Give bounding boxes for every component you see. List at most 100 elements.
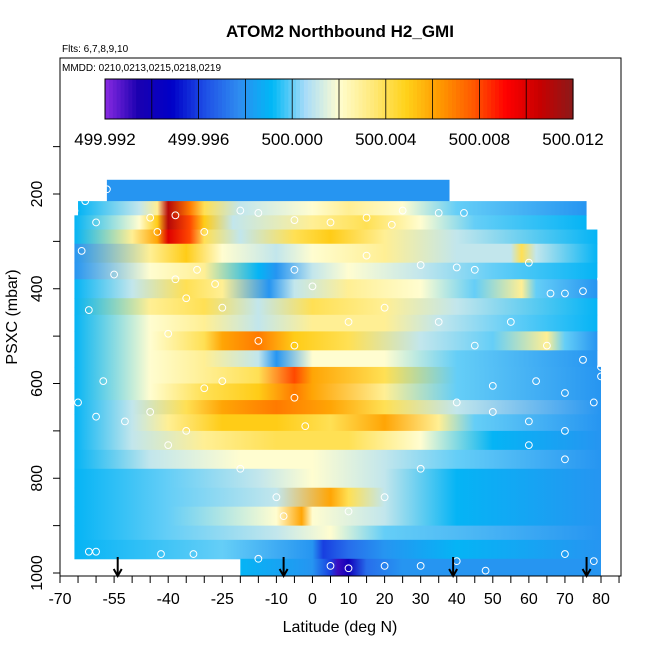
sample-point: [362, 213, 371, 222]
colorbar-swatch: [393, 79, 399, 119]
sample-point: [380, 561, 389, 570]
colorbar-tick-label: 500.008: [449, 130, 510, 149]
heatmap-band: [74, 468, 602, 489]
colorbar-swatch: [448, 79, 453, 119]
sample-point: [92, 412, 100, 421]
sample-point: [524, 258, 533, 267]
sample-point: [279, 512, 288, 521]
colorbar-swatch: [483, 79, 488, 119]
colorbar-swatch: [545, 79, 551, 119]
colorbar-swatch: [268, 79, 274, 119]
sample-point: [236, 206, 245, 215]
heatmap-band: [74, 279, 598, 299]
colorbar-swatch: [397, 79, 402, 119]
heatmap-band: [74, 350, 598, 368]
x-tick-label: 0: [308, 591, 317, 608]
sample-point: [597, 363, 605, 371]
colorbar-swatch: [549, 79, 555, 119]
heatmap-band: [74, 414, 602, 432]
heatmap-band: [74, 506, 602, 527]
sample-point: [597, 275, 605, 284]
colorbar-swatch: [112, 79, 118, 119]
colorbar-swatch: [108, 79, 114, 119]
sample-point: [77, 246, 86, 255]
sample-point: [326, 561, 335, 570]
sample-point: [74, 398, 82, 407]
colorbar-swatch: [366, 79, 371, 119]
sample-point: [254, 209, 263, 217]
colorbar-swatch: [186, 79, 192, 119]
sample-point: [218, 303, 227, 312]
colorbar-swatch: [381, 79, 387, 119]
colorbar-swatch: [401, 79, 406, 119]
sample-point: [146, 408, 155, 416]
colorbar-swatch: [362, 79, 367, 119]
sample-point: [524, 417, 533, 426]
sample-point: [452, 263, 461, 272]
sample-point: [236, 464, 245, 473]
sample-point: [416, 561, 425, 570]
colorbar-swatch: [553, 79, 558, 119]
colorbar-swatch: [428, 79, 434, 119]
y-axis-label: PSXC (mbar): [4, 269, 21, 364]
colorbar-tick-label: 499.992: [74, 130, 135, 149]
colorbar-swatch: [463, 79, 469, 119]
y-tick-label: 200: [29, 181, 46, 208]
heatmap-band: [74, 262, 598, 280]
heatmap-band: [74, 331, 598, 351]
x-tick-label: -70: [48, 591, 71, 608]
colorbar-swatch: [417, 79, 422, 119]
sample-point: [561, 289, 569, 298]
colorbar-swatch: [214, 79, 219, 119]
colorbar-swatch: [522, 79, 527, 119]
x-tick-label: 30: [412, 591, 430, 608]
sample-point: [157, 550, 165, 558]
heatmap-band: [74, 449, 602, 470]
sample-point: [470, 265, 479, 274]
colorbar-swatch: [245, 79, 250, 119]
colorbar-swatch: [261, 79, 266, 119]
sample-point: [398, 206, 407, 215]
colorbar-swatch: [136, 79, 141, 119]
sample-point: [102, 185, 111, 194]
colorbar-swatch: [183, 79, 188, 119]
sample-point: [506, 318, 515, 326]
colorbar-swatch: [241, 79, 246, 119]
colorbar-swatch: [116, 79, 122, 119]
colorbar-frame: [104, 78, 574, 120]
profile-arrows: [112, 557, 592, 579]
sample-point: [597, 372, 605, 381]
colorbar-swatch: [237, 79, 243, 119]
colorbar-swatch: [194, 79, 200, 119]
colorbar-swatch: [202, 79, 207, 119]
sample-point: [308, 282, 317, 291]
heatmap-band: [74, 430, 602, 451]
colorbar-swatch: [475, 79, 480, 119]
colorbar-swatch: [514, 79, 519, 119]
colorbar-swatch: [222, 79, 227, 119]
x-tick-label: 20: [376, 591, 394, 608]
colorbar-swatch: [370, 79, 375, 119]
colorbar-swatch: [257, 79, 262, 119]
colorbar-swatch: [225, 79, 231, 119]
colorbar-swatch: [374, 79, 379, 119]
heatmap-band: [240, 558, 602, 576]
sample-point: [434, 209, 443, 217]
colorbar-swatch: [210, 79, 215, 119]
colorbar-swatch: [526, 79, 531, 119]
y-tick-label: 1000: [29, 555, 46, 591]
sample-point: [290, 393, 299, 402]
colorbar-swatch: [498, 79, 504, 119]
colorbar-swatch: [120, 79, 126, 119]
colorbar-swatch: [471, 79, 477, 119]
colorbar-swatch: [502, 79, 508, 119]
sample-point: [362, 251, 371, 260]
sample-point: [110, 270, 118, 279]
colorbar-swatch: [335, 79, 340, 119]
colorbar-swatch: [557, 79, 562, 119]
colorbar-swatch: [506, 79, 512, 119]
colorbar-swatch: [229, 79, 235, 119]
colorbar-swatch: [541, 79, 547, 119]
colorbar-swatch: [155, 79, 161, 119]
colorbar-swatch: [350, 79, 356, 119]
